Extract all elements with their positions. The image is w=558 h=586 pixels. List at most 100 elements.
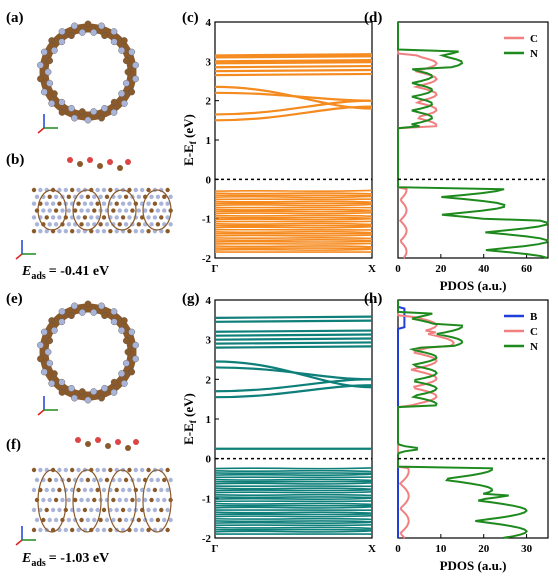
y-tick-label: 3 [206, 335, 212, 347]
valence-band [214, 517, 373, 521]
atom [149, 497, 154, 503]
atom [38, 187, 43, 193]
atom [110, 388, 118, 396]
panel-label-d: (d) [364, 10, 382, 26]
atom [123, 497, 129, 503]
valence-band [214, 217, 373, 221]
panel-label-f: (f) [6, 437, 21, 453]
atom [82, 507, 88, 513]
valence-band [214, 230, 373, 234]
atom [168, 222, 173, 227]
y-tick-label: -1 [202, 493, 211, 505]
atom [101, 487, 107, 493]
atom [152, 507, 158, 513]
legend-label: C [530, 326, 538, 338]
tube-segment [142, 189, 172, 231]
atom [130, 208, 135, 213]
molecule-atom [133, 439, 139, 445]
atom [71, 22, 78, 30]
atom [159, 201, 164, 206]
atom [58, 28, 66, 36]
atom [165, 187, 170, 193]
atom [165, 215, 170, 220]
atom [111, 208, 116, 213]
valence-band [214, 194, 373, 197]
atom [76, 487, 81, 493]
atom [69, 187, 75, 193]
valence-band [214, 472, 373, 475]
atom [34, 222, 40, 227]
conduction-band [214, 384, 373, 399]
valence-band [214, 225, 373, 229]
atom [57, 507, 62, 513]
atom [76, 201, 81, 206]
atom [79, 477, 84, 483]
atom [117, 208, 122, 213]
conduction-band [214, 315, 373, 319]
atom [48, 380, 56, 387]
atom [120, 487, 126, 493]
atom [47, 222, 52, 227]
atom [101, 104, 109, 112]
molecule-atom [67, 157, 73, 163]
atom [67, 32, 75, 40]
atom [168, 517, 173, 523]
atom [104, 517, 110, 523]
atom [133, 527, 139, 533]
valence-band [214, 240, 373, 243]
conduction-band [214, 85, 373, 110]
atom [66, 477, 72, 483]
atom [155, 222, 161, 227]
atom [155, 194, 161, 200]
atom [101, 384, 109, 392]
molecule-atom [97, 163, 103, 169]
x-tick-label: 20 [435, 263, 447, 275]
atom [31, 228, 37, 234]
atom [159, 487, 164, 493]
atom [46, 79, 54, 87]
x-tick-label: X [368, 543, 376, 555]
atom [85, 517, 91, 523]
molecule-atom [107, 159, 113, 165]
atom [85, 208, 91, 213]
atom [92, 497, 97, 503]
valence-band [214, 210, 373, 213]
panel-label-a: (a) [6, 10, 24, 26]
valence-band [214, 493, 373, 497]
atom [118, 90, 126, 98]
atom [63, 187, 69, 193]
atom [139, 527, 145, 533]
nanotube-top-view-a [37, 20, 139, 124]
y-tick-label: -1 [202, 214, 211, 226]
atom [155, 477, 161, 483]
atom [50, 201, 56, 206]
atom [53, 194, 59, 200]
axis-arrow [37, 409, 45, 416]
atom [50, 326, 58, 334]
tube-segment [142, 469, 172, 533]
atom [165, 487, 170, 493]
axis-arrow [15, 253, 23, 260]
atom [66, 497, 72, 503]
atom [44, 68, 52, 76]
tube-segment [37, 189, 67, 231]
valence-band [214, 467, 373, 470]
atom [120, 201, 126, 206]
valence-band [214, 192, 373, 195]
atom [78, 29, 86, 36]
atom [136, 517, 142, 523]
atom [50, 46, 58, 54]
atom [98, 394, 105, 402]
atom [41, 222, 46, 227]
molecule-atom [87, 157, 93, 163]
atom [37, 355, 44, 363]
x-tick-label: 60 [521, 263, 533, 275]
atom [136, 497, 142, 503]
atom [128, 328, 136, 336]
atom [79, 222, 84, 227]
atom [71, 114, 78, 122]
conduction-band [214, 59, 373, 63]
plot-frame [397, 299, 549, 539]
atom [146, 187, 151, 193]
